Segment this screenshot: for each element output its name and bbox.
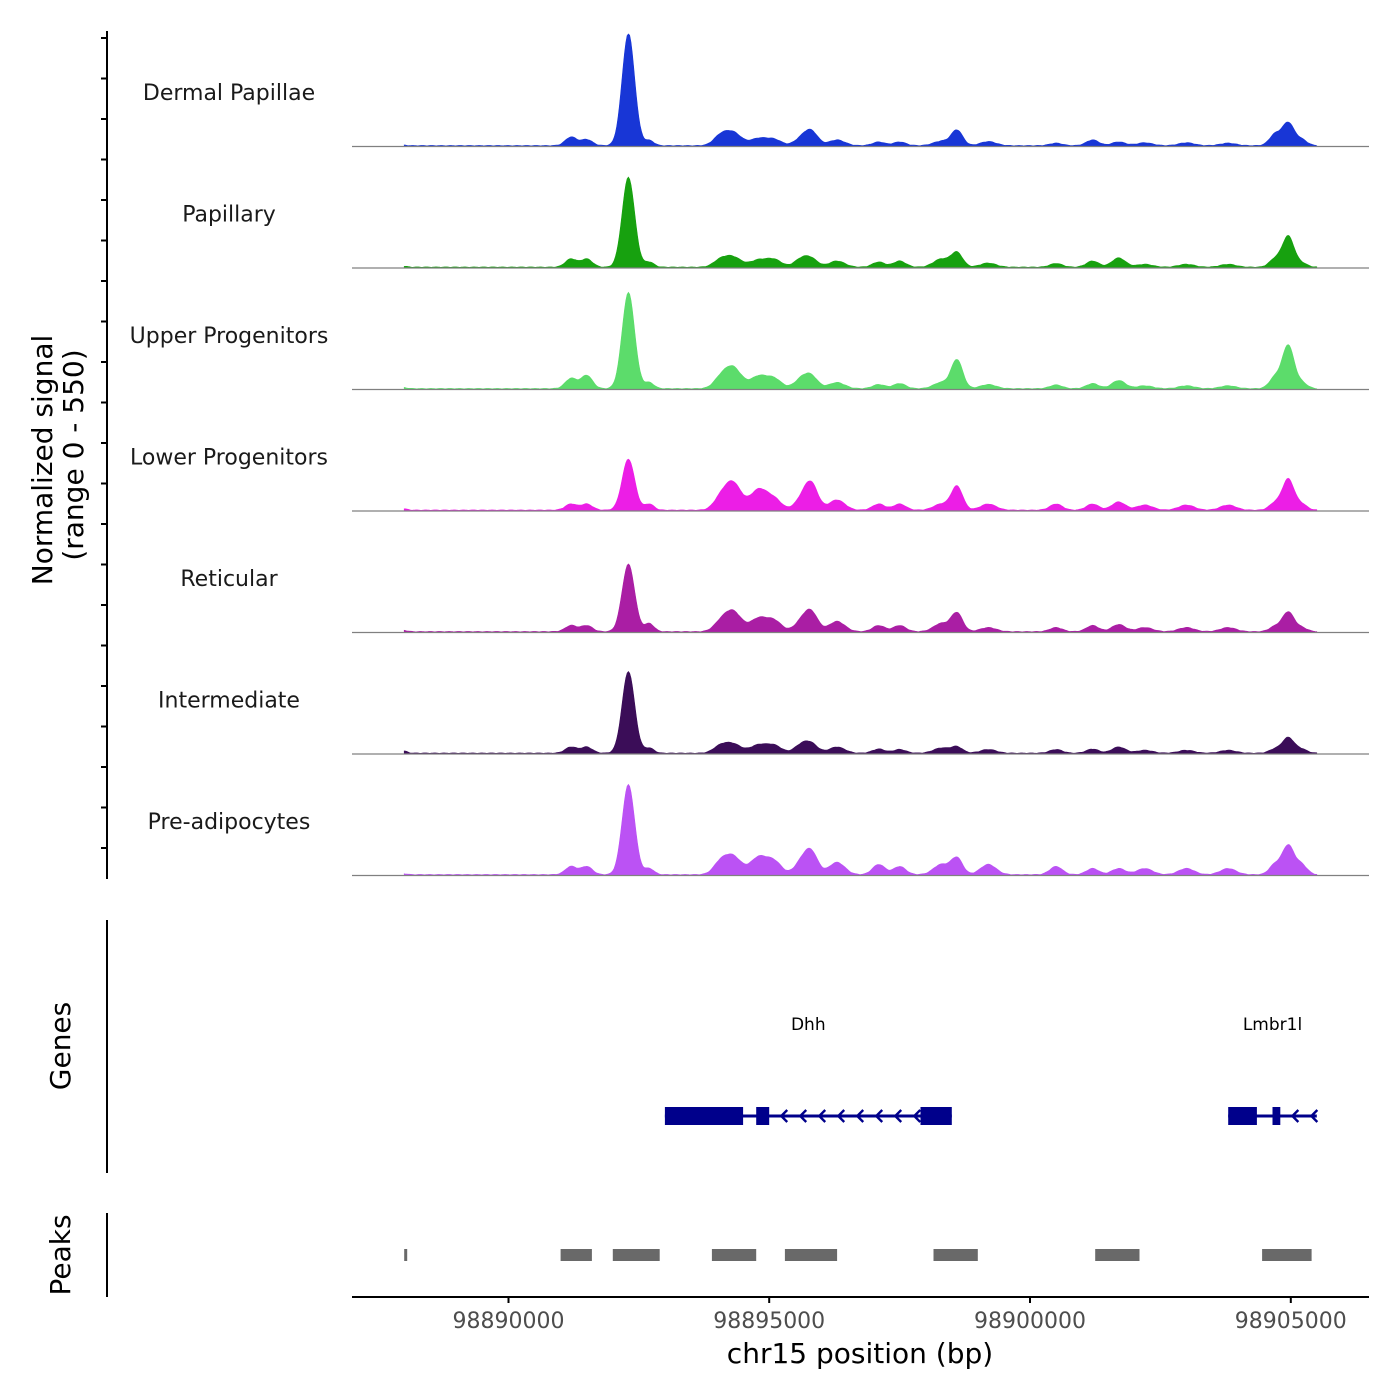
strand-arrow [893, 1109, 903, 1123]
strand-arrow [1309, 1109, 1319, 1123]
gene-exon [664, 1107, 744, 1125]
signal-area [403, 33, 1318, 147]
track-pre-adipocytes: Pre-adipocytes [148, 783, 1369, 877]
track-lower-progenitors: Lower Progenitors [130, 446, 1369, 512]
peak-region [404, 1249, 408, 1261]
track-label: Papillary [182, 203, 276, 228]
strand-arrow [874, 1109, 884, 1123]
peaks-panel-title: Peaks [44, 1214, 77, 1295]
strand-arrow [836, 1109, 846, 1123]
track-reticular: Reticular [180, 563, 1369, 634]
strand-arrow [779, 1109, 789, 1123]
gene-label: Dhh [791, 1015, 826, 1035]
x-tick-label: 98900000 [974, 1309, 1086, 1334]
gene-annotations: Dhh Lmbr1l [664, 1015, 1319, 1125]
signal-area [403, 783, 1318, 876]
x-axis-title: chr15 position (bp) [727, 1337, 993, 1370]
strand-arrow [817, 1109, 827, 1123]
signal-area [403, 176, 1318, 269]
peak-region [933, 1249, 978, 1261]
signal-area [403, 458, 1318, 512]
strand-arrow [1290, 1109, 1300, 1123]
gene-exon [920, 1107, 952, 1125]
track-label: Pre-adipocytes [148, 810, 311, 835]
signal-area [403, 671, 1318, 755]
track-label: Upper Progenitors [130, 324, 329, 349]
signal-area [403, 291, 1318, 390]
coverage-tracks: Dermal Papillae Papillary Upper Progenitor… [130, 33, 1369, 877]
gene-label: Lmbr1l [1243, 1015, 1302, 1035]
track-dermal-papillae: Dermal Papillae [143, 33, 1369, 148]
x-axis-ticks: 98890000 98895000 98900000 98905000 [453, 1297, 1347, 1334]
x-tick-label: 98895000 [713, 1309, 825, 1334]
track-upper-progenitors: Upper Progenitors [130, 291, 1369, 391]
peak-region [1095, 1249, 1140, 1261]
y-axis-title-line1: Normalized signal [26, 335, 59, 586]
peak-region [1262, 1249, 1312, 1261]
track-intermediate: Intermediate [158, 671, 1369, 755]
signal-area [403, 563, 1318, 633]
strand-arrow [855, 1109, 865, 1123]
coverage-y-ticks [101, 37, 107, 849]
x-tick-label: 98890000 [453, 1309, 565, 1334]
gene-lmbr1l: Lmbr1l [1228, 1015, 1319, 1125]
gene-exon [756, 1107, 770, 1125]
peak-regions [404, 1249, 1312, 1261]
track-label: Reticular [180, 567, 278, 592]
strand-arrow [912, 1109, 922, 1123]
peak-region [560, 1249, 592, 1261]
gene-exon [1228, 1107, 1257, 1125]
gene-dhh: Dhh [664, 1015, 952, 1125]
peak-region [784, 1249, 838, 1261]
genes-panel-title: Genes [44, 1002, 77, 1090]
gene-exon [1272, 1107, 1281, 1125]
track-papillary: Papillary [182, 176, 1369, 269]
peak-region [612, 1249, 660, 1261]
x-tick-label: 98905000 [1235, 1309, 1347, 1334]
track-label: Lower Progenitors [130, 446, 328, 471]
track-label: Dermal Papillae [143, 81, 315, 106]
track-label: Intermediate [158, 689, 300, 714]
strand-arrow [798, 1109, 808, 1123]
y-axis-title-line2: (range 0 - 550) [57, 349, 90, 560]
peak-region [711, 1249, 757, 1261]
